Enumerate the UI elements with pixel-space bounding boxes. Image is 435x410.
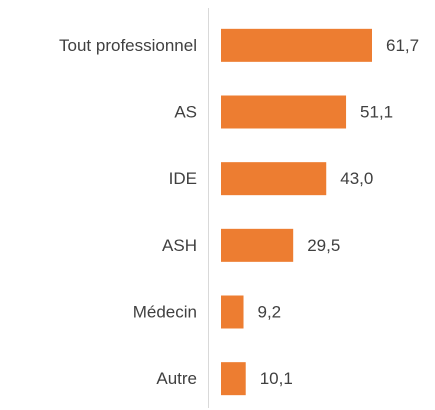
bar [221, 295, 244, 329]
bar [221, 95, 347, 129]
category-label: ASH [162, 236, 197, 255]
category-label: Tout professionnel [59, 36, 197, 55]
value-label: 61,7 [386, 36, 419, 55]
bar [221, 228, 294, 262]
category-label: IDE [169, 169, 197, 188]
value-label: 43,0 [340, 169, 373, 188]
bar [221, 362, 246, 396]
value-label: 9,2 [258, 302, 282, 321]
bar [221, 28, 372, 62]
category-label: Autre [156, 369, 197, 388]
value-label: 51,1 [360, 102, 393, 121]
value-label: 29,5 [307, 236, 340, 255]
category-label: AS [174, 102, 197, 121]
bar [221, 162, 327, 196]
value-label: 10,1 [260, 369, 293, 388]
category-label: Médecin [133, 302, 197, 321]
